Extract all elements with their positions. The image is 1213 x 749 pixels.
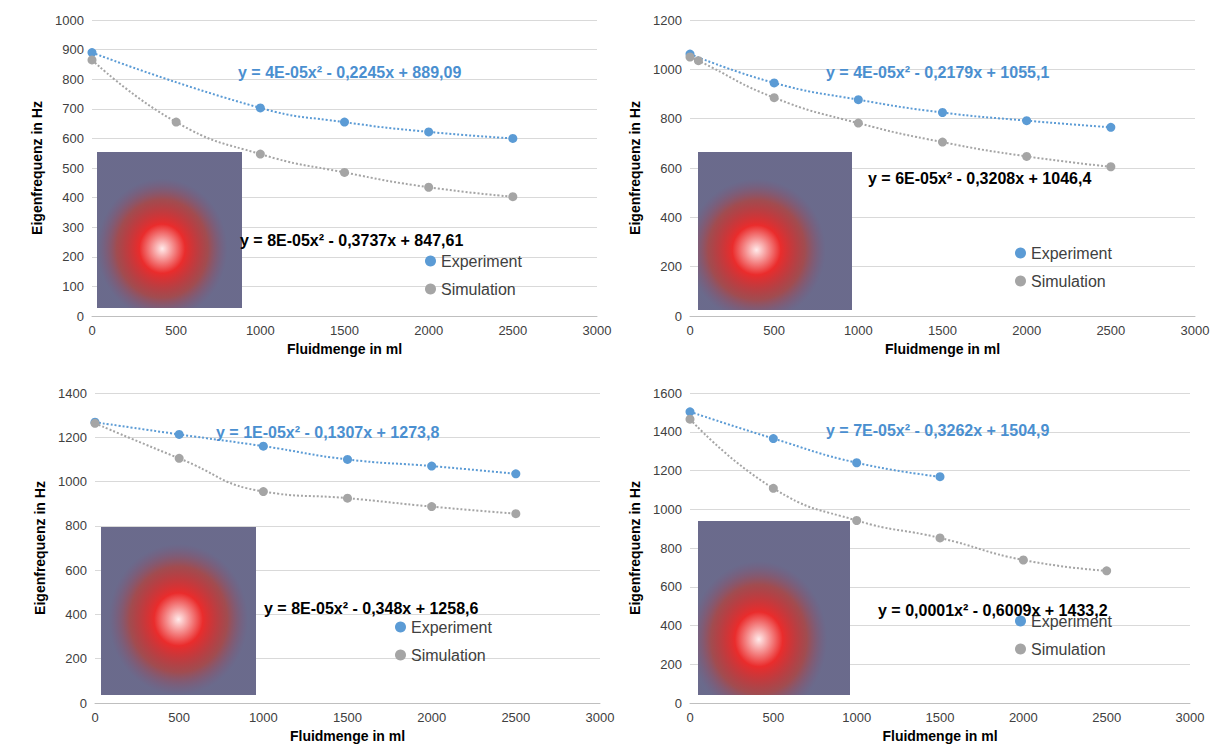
- svg-text:y = 7E-05x² - 0,3262x + 1504,9: y = 7E-05x² - 0,3262x + 1504,9: [826, 422, 1049, 439]
- svg-text:1000: 1000: [844, 323, 873, 338]
- svg-text:0: 0: [88, 323, 95, 338]
- svg-text:Fluidmenge in ml: Fluidmenge in ml: [290, 728, 405, 744]
- svg-text:y = 4E-05x² - 0,2179x + 1055,1: y = 4E-05x² - 0,2179x + 1055,1: [826, 64, 1049, 81]
- svg-text:600: 600: [62, 131, 84, 146]
- svg-text:Simulation: Simulation: [1031, 273, 1106, 290]
- svg-text:1500: 1500: [333, 710, 362, 725]
- svg-text:2000: 2000: [1009, 710, 1038, 725]
- svg-text:400: 400: [65, 607, 87, 622]
- svg-text:Experiment: Experiment: [1031, 612, 1112, 630]
- svg-text:y = 0,0001x² - 0,6009x + 1433,: y = 0,0001x² - 0,6009x + 1433,2: [878, 602, 1108, 619]
- svg-text:500: 500: [165, 323, 187, 338]
- svg-text:1200: 1200: [58, 430, 87, 445]
- svg-text:1000: 1000: [58, 474, 87, 489]
- svg-text:Experiment: Experiment: [1031, 245, 1112, 262]
- svg-text:300: 300: [62, 220, 84, 235]
- svg-text:400: 400: [660, 210, 682, 225]
- svg-text:600: 600: [660, 161, 682, 176]
- svg-text:0: 0: [80, 696, 87, 711]
- svg-text:200: 200: [62, 249, 84, 264]
- svg-text:Eigenfrequenz in Hz: Eigenfrequenz in Hz: [29, 101, 45, 235]
- svg-text:1000: 1000: [842, 710, 871, 725]
- svg-text:0: 0: [686, 710, 693, 725]
- svg-text:1200: 1200: [653, 13, 682, 28]
- svg-text:1000: 1000: [653, 62, 682, 77]
- svg-text:2500: 2500: [1092, 710, 1121, 725]
- svg-text:Experiment: Experiment: [441, 253, 522, 270]
- svg-text:Eigenfrequenz in Hz: Eigenfrequenz in Hz: [627, 101, 643, 235]
- svg-text:200: 200: [65, 651, 87, 666]
- svg-text:Eigenfrequenz in Hz: Eigenfrequenz in Hz: [627, 481, 643, 615]
- svg-text:1600: 1600: [653, 386, 682, 401]
- svg-text:400: 400: [62, 190, 84, 205]
- svg-text:500: 500: [763, 323, 785, 338]
- svg-text:600: 600: [65, 563, 87, 578]
- svg-text:2000: 2000: [417, 710, 446, 725]
- svg-text:1500: 1500: [330, 323, 359, 338]
- svg-text:y = 4E-05x² - 0,2245x + 889,09: y = 4E-05x² - 0,2245x + 889,09: [238, 64, 461, 81]
- svg-text:800: 800: [660, 111, 682, 126]
- svg-text:1400: 1400: [653, 424, 682, 439]
- svg-text:800: 800: [62, 72, 84, 87]
- svg-text:0: 0: [686, 323, 693, 338]
- svg-text:3000: 3000: [583, 323, 612, 338]
- svg-text:500: 500: [62, 161, 84, 176]
- svg-text:0: 0: [675, 309, 682, 324]
- svg-text:Experiment: Experiment: [411, 619, 492, 636]
- svg-text:900: 900: [62, 42, 84, 57]
- svg-text:200: 200: [660, 259, 682, 274]
- svg-text:Simulation: Simulation: [411, 647, 486, 664]
- svg-text:1500: 1500: [926, 710, 955, 725]
- svg-text:600: 600: [660, 579, 682, 594]
- svg-text:Simulation: Simulation: [1031, 641, 1106, 658]
- svg-text:0: 0: [675, 696, 682, 711]
- svg-text:1000: 1000: [653, 502, 682, 517]
- svg-text:1500: 1500: [928, 323, 957, 338]
- svg-text:2500: 2500: [498, 323, 527, 338]
- svg-text:2000: 2000: [414, 323, 443, 338]
- svg-text:Fluidmenge in ml: Fluidmenge in ml: [885, 341, 1000, 357]
- svg-text:500: 500: [762, 710, 784, 725]
- svg-text:1000: 1000: [249, 710, 278, 725]
- svg-text:2500: 2500: [501, 710, 530, 725]
- svg-text:800: 800: [65, 518, 87, 533]
- svg-text:700: 700: [62, 101, 84, 116]
- svg-text:Simulation: Simulation: [441, 281, 516, 298]
- svg-text:Fluidmenge in ml: Fluidmenge in ml: [287, 341, 402, 357]
- svg-text:1000: 1000: [55, 13, 84, 28]
- svg-text:500: 500: [168, 710, 190, 725]
- svg-text:1200: 1200: [653, 463, 682, 478]
- svg-text:3000: 3000: [1176, 710, 1205, 725]
- svg-text:2500: 2500: [1096, 323, 1125, 338]
- svg-text:1400: 1400: [58, 386, 87, 401]
- svg-text:1000: 1000: [246, 323, 275, 338]
- svg-text:y = 6E-05x² - 0,3208x + 1046,4: y = 6E-05x² - 0,3208x + 1046,4: [868, 170, 1091, 187]
- svg-text:800: 800: [660, 541, 682, 556]
- svg-text:400: 400: [660, 618, 682, 633]
- svg-text:0: 0: [77, 309, 84, 324]
- svg-text:Fluidmenge in ml: Fluidmenge in ml: [882, 728, 997, 744]
- svg-text:y = 1E-05x² - 0,1307x + 1273,8: y = 1E-05x² - 0,1307x + 1273,8: [216, 424, 439, 441]
- svg-text:y = 8E-05x² - 0,348x + 1258,6: y = 8E-05x² - 0,348x + 1258,6: [264, 600, 478, 617]
- svg-text:2000: 2000: [1012, 323, 1041, 338]
- svg-text:Eigenfrequenz in Hz: Eigenfrequenz in Hz: [32, 481, 48, 615]
- svg-text:200: 200: [660, 657, 682, 672]
- svg-text:y = 8E-05x² - 0,3737x + 847,61: y = 8E-05x² - 0,3737x + 847,61: [240, 232, 463, 249]
- svg-text:100: 100: [62, 279, 84, 294]
- svg-text:3000: 3000: [586, 710, 615, 725]
- svg-text:3000: 3000: [1181, 323, 1210, 338]
- svg-text:0: 0: [91, 710, 98, 725]
